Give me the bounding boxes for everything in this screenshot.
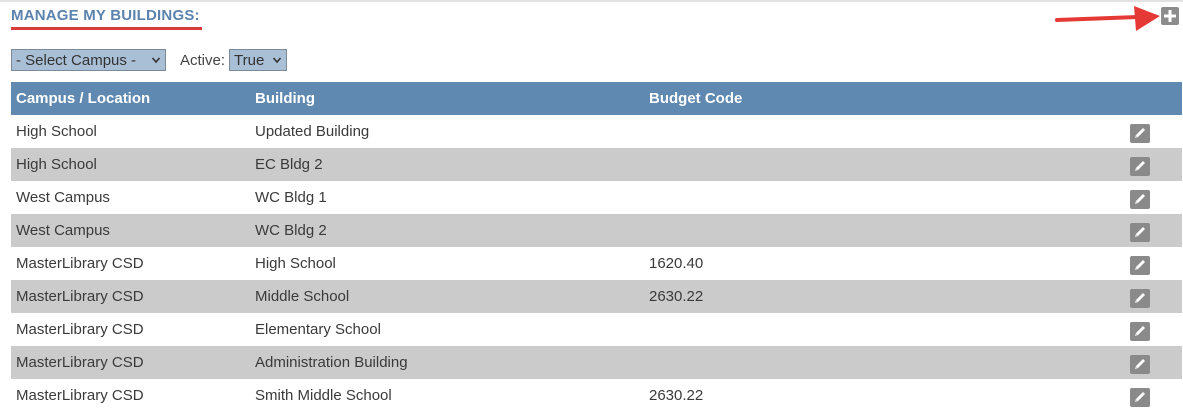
- pencil-icon: [1135, 392, 1145, 402]
- budget-code-cell: [644, 214, 1125, 247]
- edit-row-button[interactable]: [1130, 322, 1150, 341]
- campus-select-value: - Select Campus -: [16, 51, 137, 69]
- actions-cell: [1125, 313, 1182, 346]
- column-header-actions: [1125, 82, 1182, 115]
- annotation-arrow-icon: [1055, 6, 1160, 31]
- table-row: West Campus WC Bldg 1: [11, 181, 1182, 214]
- table-row: MasterLibrary CSD Smith Middle School 2630…: [11, 379, 1182, 412]
- budget-code-cell: [644, 346, 1125, 379]
- actions-cell: [1125, 346, 1182, 379]
- budget-code-cell: 2630.22: [644, 280, 1125, 313]
- plus-icon: [1164, 10, 1176, 22]
- table-row: MasterLibrary CSD High School 1620.40: [11, 247, 1182, 280]
- actions-cell: [1125, 379, 1182, 412]
- budget-code-cell: [644, 148, 1125, 181]
- column-header-campus[interactable]: Campus / Location: [11, 82, 250, 115]
- pencil-icon: [1135, 260, 1145, 270]
- actions-cell: [1125, 214, 1182, 247]
- building-cell: Smith Middle School: [255, 387, 392, 404]
- pencil-icon: [1135, 359, 1145, 369]
- pencil-icon: [1135, 128, 1145, 138]
- pencil-icon: [1135, 161, 1145, 171]
- actions-cell: [1125, 247, 1182, 280]
- budget-code-cell: [644, 115, 1125, 148]
- column-header-building[interactable]: Building: [250, 82, 644, 115]
- campus-cell: West Campus: [16, 189, 110, 206]
- filter-bar: - Select Campus - Active: True: [11, 48, 288, 72]
- active-select-value: True: [234, 51, 265, 69]
- building-cell: EC Bldg 2: [250, 148, 644, 181]
- campus-cell: MasterLibrary CSD: [16, 255, 144, 272]
- campus-cell: West Campus: [11, 214, 250, 247]
- building-cell: Administration Building: [250, 346, 644, 379]
- table-row: West Campus WC Bldg 2: [11, 214, 1182, 247]
- top-rule: [0, 0, 1183, 2]
- table-header-row: Campus / Location Building Budget Code: [11, 82, 1182, 115]
- building-cell: Updated Building: [255, 123, 370, 140]
- actions-cell: [1125, 148, 1182, 181]
- actions-cell: [1125, 280, 1182, 313]
- edit-row-button[interactable]: [1130, 355, 1150, 374]
- active-label: Active:: [180, 51, 226, 69]
- budget-code-cell: [644, 181, 1125, 214]
- campus-cell: MasterLibrary CSD: [16, 321, 144, 338]
- page-title: MANAGE MY BUILDINGS:: [11, 7, 200, 24]
- edit-row-button[interactable]: [1130, 190, 1150, 209]
- budget-code-cell: 2630.22: [649, 387, 704, 404]
- building-cell: High School: [255, 255, 336, 272]
- active-select[interactable]: True: [229, 49, 288, 71]
- campus-cell: High School: [16, 123, 97, 140]
- edit-row-button[interactable]: [1130, 256, 1150, 275]
- pencil-icon: [1135, 326, 1145, 336]
- edit-row-button[interactable]: [1130, 289, 1150, 308]
- building-cell: Elementary School: [255, 321, 381, 338]
- edit-row-button[interactable]: [1130, 124, 1150, 143]
- pencil-icon: [1135, 194, 1145, 204]
- building-cell: WC Bldg 2: [250, 214, 644, 247]
- campus-cell: MasterLibrary CSD: [16, 387, 144, 404]
- building-cell: Middle School: [250, 280, 644, 313]
- buildings-table: Campus / Location Building Budget Code H…: [11, 82, 1182, 412]
- table-row: MasterLibrary CSD Middle School 2630.22: [11, 280, 1182, 313]
- table-row: High School Updated Building: [11, 115, 1182, 148]
- title-underline-annotation: [11, 27, 202, 30]
- table-row: MasterLibrary CSD Elementary School: [11, 313, 1182, 346]
- campus-cell: MasterLibrary CSD: [11, 280, 250, 313]
- chevron-down-icon: [151, 57, 161, 64]
- budget-code-cell: [644, 313, 1125, 346]
- chevron-down-icon: [272, 57, 282, 64]
- budget-code-cell: 1620.40: [649, 255, 704, 272]
- table-row: MasterLibrary CSD Administration Building: [11, 346, 1182, 379]
- building-cell: WC Bldg 1: [255, 189, 327, 206]
- campus-select[interactable]: - Select Campus -: [11, 49, 166, 71]
- add-building-button[interactable]: [1161, 7, 1179, 25]
- table-row: High School EC Bldg 2: [11, 148, 1182, 181]
- actions-cell: [1125, 115, 1182, 148]
- column-header-budget-code[interactable]: Budget Code: [644, 82, 1125, 115]
- pencil-icon: [1135, 293, 1145, 303]
- campus-cell: MasterLibrary CSD: [11, 346, 250, 379]
- actions-cell: [1125, 181, 1182, 214]
- campus-cell: High School: [11, 148, 250, 181]
- pencil-icon: [1135, 227, 1145, 237]
- edit-row-button[interactable]: [1130, 223, 1150, 242]
- edit-row-button[interactable]: [1130, 388, 1150, 407]
- edit-row-button[interactable]: [1130, 157, 1150, 176]
